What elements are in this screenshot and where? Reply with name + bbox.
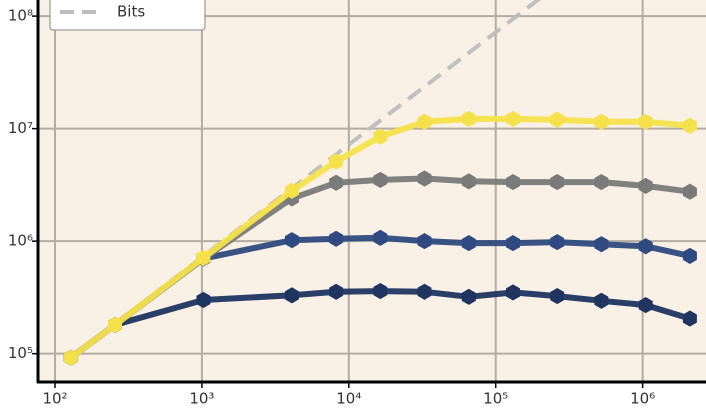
marker — [373, 128, 388, 145]
marker — [638, 177, 653, 194]
plot-area — [38, 0, 706, 382]
marker — [682, 247, 697, 264]
marker — [417, 170, 432, 187]
marker — [550, 174, 565, 191]
marker — [284, 232, 299, 249]
marker — [506, 174, 520, 191]
marker — [417, 233, 432, 250]
marker — [196, 291, 211, 309]
marker — [594, 292, 609, 309]
y-tick-label: 10⁶ — [8, 232, 33, 250]
legend-box — [49, 0, 206, 31]
marker — [461, 235, 476, 252]
marker — [682, 117, 697, 134]
marker — [506, 235, 520, 252]
y-tick-label: 10⁸ — [8, 7, 33, 25]
marker — [550, 288, 565, 305]
marker — [461, 288, 476, 305]
marker — [329, 174, 344, 191]
marker — [682, 183, 697, 200]
x-tick-label: 10³ — [189, 390, 214, 408]
marker — [108, 316, 122, 333]
marker — [373, 229, 388, 246]
marker — [594, 113, 609, 130]
marker — [638, 113, 653, 130]
legend-label: Bits — [117, 3, 145, 21]
marker — [373, 171, 388, 188]
marker — [550, 111, 565, 128]
marker — [329, 230, 344, 247]
legend: Bits — [49, 0, 206, 31]
marker — [638, 238, 653, 255]
marker — [594, 174, 609, 191]
marker — [594, 236, 609, 253]
y-tick-label: 10⁷ — [8, 119, 33, 137]
marker — [196, 249, 211, 266]
marker — [373, 283, 388, 300]
marker — [417, 283, 432, 300]
marker — [506, 284, 520, 301]
y-tick-label: 10⁵ — [8, 344, 33, 362]
x-tick-label: 10² — [42, 390, 67, 408]
marker — [284, 182, 299, 199]
x-tick-label: 10⁶ — [630, 390, 655, 408]
marker — [329, 153, 344, 170]
marker — [461, 110, 476, 127]
x-tick-label: 10⁴ — [336, 390, 361, 408]
marker — [550, 234, 565, 251]
marker — [63, 349, 78, 366]
marker — [638, 297, 653, 314]
x-tick-label: 10⁵ — [483, 390, 508, 408]
marker — [506, 110, 520, 127]
marker — [329, 283, 344, 300]
marker — [284, 287, 299, 304]
marker — [417, 113, 432, 130]
lines — [63, 0, 697, 366]
marker — [682, 310, 697, 327]
marker — [461, 173, 476, 190]
tick-labels: 10² 10³ 10⁴ 10⁵ 10⁶ 10⁵ 10⁶ 10⁷ 10⁸ — [8, 7, 655, 408]
